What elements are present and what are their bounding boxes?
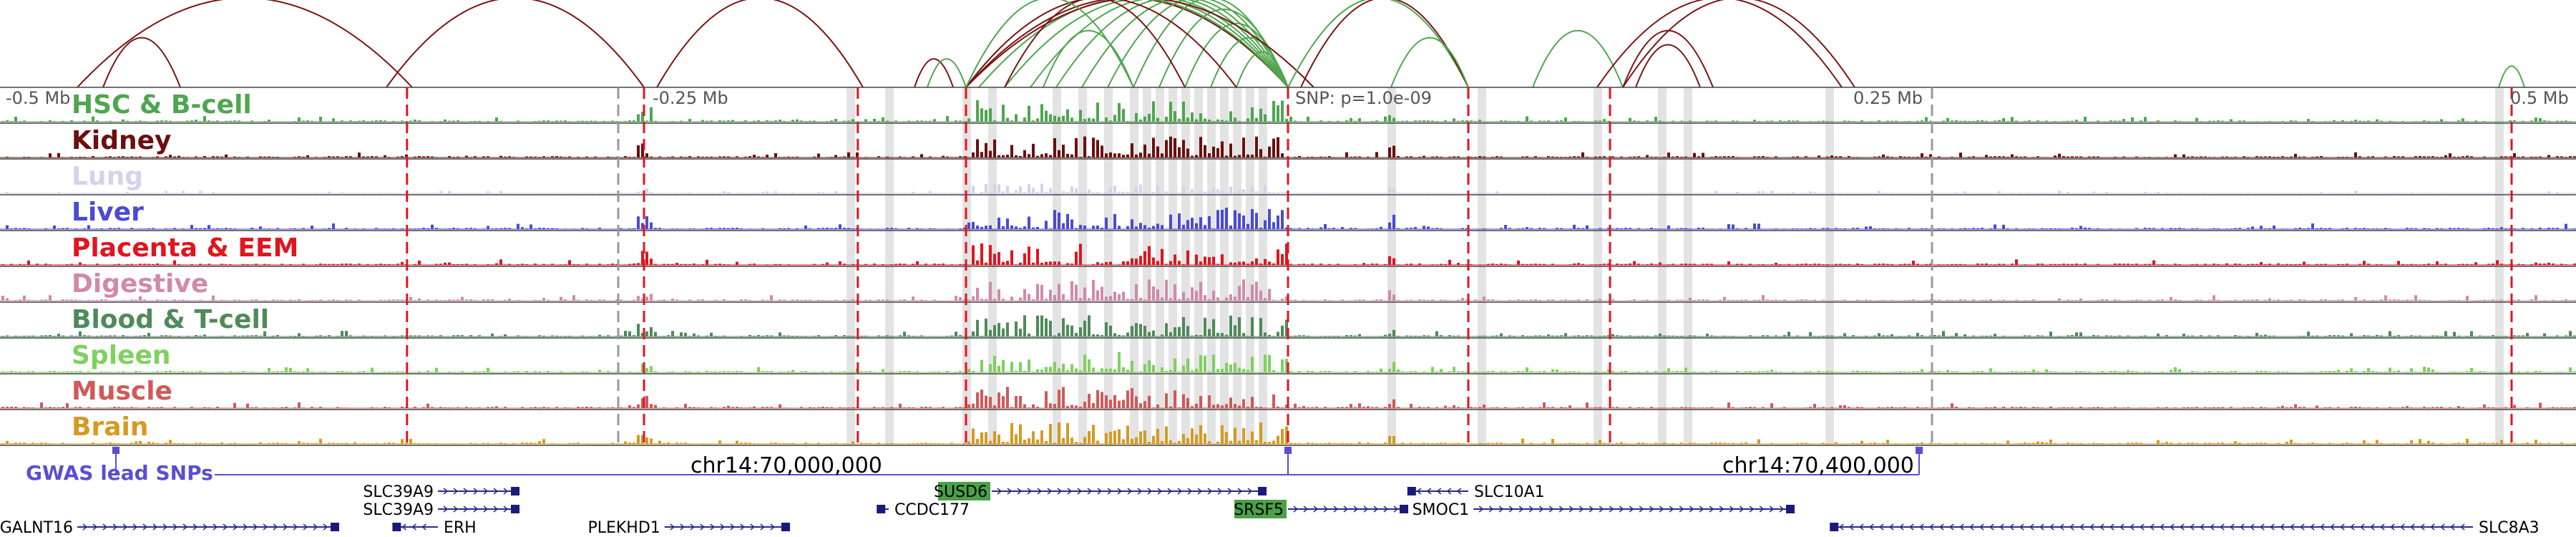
loop-arc bbox=[1055, 0, 1289, 88]
loop-arc bbox=[102, 37, 181, 88]
gene-exon bbox=[1400, 505, 1408, 513]
gene-strand-arrows bbox=[1478, 505, 1785, 513]
signal-bars bbox=[1, 422, 2576, 444]
axis-tick-label: 0.5 Mb bbox=[2510, 88, 2569, 108]
coordinate-labels: chr14:70,000,000 chr14:70,400,000 bbox=[691, 453, 1914, 478]
gene-strand-arrows bbox=[1416, 488, 1462, 495]
gene-strand-arrows bbox=[997, 488, 1253, 495]
gene-exon bbox=[392, 523, 401, 531]
loop-arc bbox=[1004, 0, 1186, 88]
gene-label: SLC39A9 bbox=[363, 483, 434, 501]
chromatin-loops bbox=[77, 0, 2525, 88]
gene-label-box bbox=[938, 482, 990, 500]
loop-arc bbox=[965, 0, 1314, 88]
loop-arc bbox=[1287, 0, 1469, 88]
track-label: Brain bbox=[72, 412, 148, 442]
track-label: Liver bbox=[72, 198, 144, 227]
signal-bars bbox=[6, 136, 2576, 158]
gene-exon bbox=[1258, 487, 1267, 495]
loop-arc bbox=[978, 0, 1289, 88]
marker-lines bbox=[406, 87, 2513, 445]
loop-arc bbox=[656, 0, 864, 88]
track-label: Kidney bbox=[72, 126, 172, 155]
loop-arc bbox=[1004, 0, 1289, 88]
loop-arc bbox=[914, 58, 954, 88]
gene-label: SLC8A3 bbox=[2479, 519, 2540, 537]
gene-track: SLC39A9 SUSD6 SLC10A1 SLC39A9 CCDC177 SRSF5 SM… bbox=[0, 482, 2540, 537]
gwas-snp-marker bbox=[1916, 447, 1923, 454]
gwas-snp-marker bbox=[1284, 447, 1292, 454]
coordinate-label: chr14:70,000,000 bbox=[691, 453, 882, 478]
loop-arc bbox=[1107, 0, 1289, 88]
gene-label: SRSF5 bbox=[1234, 501, 1284, 519]
loop-arc bbox=[927, 58, 967, 88]
loop-arc bbox=[1081, 0, 1289, 88]
gene-strand-arrows bbox=[443, 488, 509, 495]
track-labels: HSC & B-cell Kidney Lung Liver Placenta & EE… bbox=[72, 90, 298, 442]
gene-exon bbox=[877, 505, 886, 513]
loop-arc bbox=[965, 0, 1237, 88]
signal-bars bbox=[6, 208, 2576, 229]
signal-bars bbox=[1, 315, 2576, 337]
track-label: Digestive bbox=[72, 269, 208, 299]
track-label: Spleen bbox=[72, 341, 171, 370]
gene-label-box bbox=[1234, 500, 1287, 518]
signal-bars bbox=[1, 352, 2576, 372]
loop-arc bbox=[1236, 51, 1289, 88]
track-label: Lung bbox=[72, 162, 143, 191]
axis-tick-label: 0.25 Mb bbox=[1853, 88, 1923, 108]
gene-exon bbox=[1786, 505, 1795, 513]
signal-bars bbox=[1, 243, 2576, 265]
loop-arc bbox=[2498, 65, 2525, 88]
loop-arc bbox=[1622, 0, 1855, 88]
gwas-label: GWAS lead SNPs bbox=[26, 461, 213, 485]
gene-strand-arrows bbox=[443, 505, 509, 513]
gene-strand-arrows bbox=[401, 523, 426, 531]
signal-bars bbox=[6, 183, 2576, 193]
axis-tick-label: -0.5 Mb bbox=[6, 88, 70, 108]
track-label: Blood & T-cell bbox=[72, 305, 269, 334]
loop-arc bbox=[1390, 37, 1469, 88]
gene-exon bbox=[1830, 523, 1839, 531]
gene-label: SLC39A9 bbox=[363, 501, 434, 519]
gene-label: GALNT16 bbox=[0, 519, 73, 537]
track-label: Muscle bbox=[72, 377, 172, 406]
gene-label: SLC10A1 bbox=[1474, 483, 1545, 501]
gene-strand-arrows bbox=[82, 523, 328, 531]
gwas-snp-marker bbox=[112, 447, 119, 454]
gene-strand-arrows bbox=[1838, 523, 2465, 531]
gene-strand-arrows bbox=[670, 523, 776, 531]
gene-label: PLEKHD1 bbox=[587, 519, 660, 537]
loop-arc bbox=[1532, 29, 1624, 88]
loop-arc bbox=[386, 0, 645, 88]
position-axis: -0.5 Mb -0.25 Mb 0.25 Mb 0.5 Mb SNP: p=1… bbox=[6, 88, 2569, 108]
loop-arc bbox=[965, 0, 1289, 88]
gene-strand-arrows bbox=[1293, 505, 1399, 513]
track-label: Placenta & EEM bbox=[72, 233, 298, 263]
loop-arc bbox=[965, 0, 1134, 88]
loop-arc bbox=[1043, 29, 1134, 88]
gene-label: SUSD6 bbox=[934, 483, 987, 501]
gene-exon bbox=[331, 523, 339, 531]
signal-bars bbox=[1, 100, 2572, 122]
gene-exon bbox=[781, 523, 790, 531]
gene-label: CCDC177 bbox=[894, 501, 970, 519]
signal-bars bbox=[1, 387, 2576, 408]
track-label: HSC & B-cell bbox=[72, 90, 252, 120]
coordinate-label: chr14:70,400,000 bbox=[1722, 453, 1914, 478]
gene-exon bbox=[511, 487, 519, 495]
snp-label: SNP: p=1.0e-09 bbox=[1295, 88, 1432, 108]
gene-label: ERH bbox=[444, 519, 477, 537]
loop-arc bbox=[1596, 0, 1843, 88]
gene-exon bbox=[1407, 487, 1416, 495]
gwas-track: GWAS lead SNPs bbox=[26, 447, 1923, 485]
loop-arc bbox=[77, 0, 413, 88]
gene-exon bbox=[511, 505, 519, 513]
loop-arc bbox=[1635, 44, 1701, 88]
axis-tick-label: -0.25 Mb bbox=[653, 88, 728, 108]
gene-label: SMOC1 bbox=[1413, 501, 1470, 519]
